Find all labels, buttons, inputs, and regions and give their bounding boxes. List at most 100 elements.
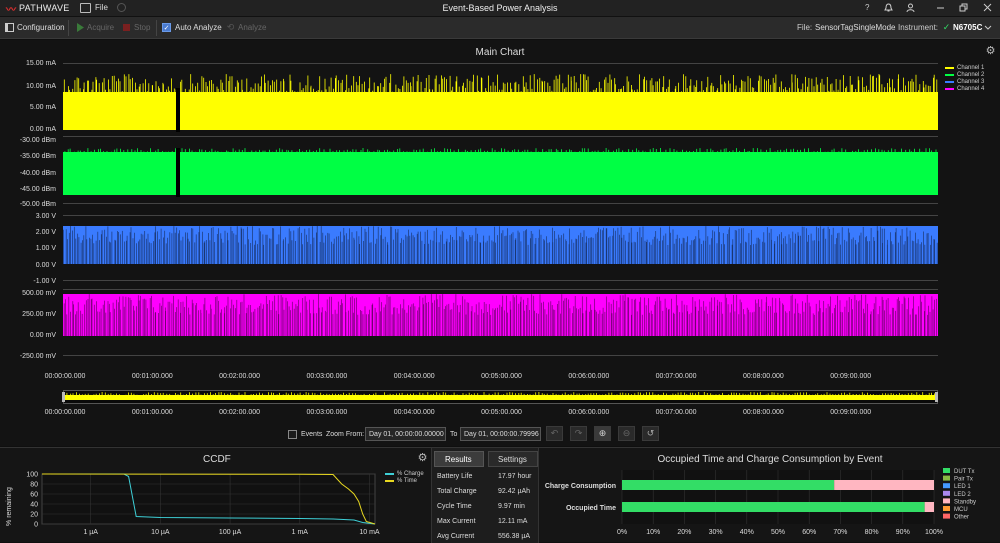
legend-swatch [945, 74, 954, 76]
gear-icon[interactable]: ⚙ [417, 452, 428, 464]
events-checkbox[interactable] [288, 430, 297, 439]
reset-zoom-icon[interactable]: ↺ [642, 426, 659, 441]
legend-swatch [943, 475, 950, 481]
auto-analyze-label[interactable]: Auto Analyze [175, 23, 222, 32]
channel-1-lane[interactable] [63, 63, 938, 137]
event-chart-title: Occupied Time and Charge Consumption by … [657, 454, 883, 465]
legend-label[interactable]: Channel 2 [957, 72, 985, 78]
configuration-panel-icon[interactable] [5, 23, 14, 32]
play-icon[interactable] [76, 23, 84, 32]
x-tick-label: 1 mA [292, 529, 309, 536]
legend-swatch [945, 88, 954, 90]
close-icon[interactable] [982, 3, 992, 13]
trace-gap [176, 88, 180, 132]
bar-segment[interactable] [622, 480, 835, 490]
y-tick-label: 500.00 mV [22, 290, 56, 297]
navigator-right-handle[interactable] [935, 392, 938, 402]
y-tick-label: 250.00 mV [22, 311, 56, 318]
battery-life-value: 17.97 hour [498, 473, 532, 480]
window-title: Event-Based Power Analysis [442, 3, 558, 13]
max-current-value: 12.11 mA [498, 518, 528, 525]
y-tick-label: 0.00 mA [29, 126, 56, 133]
avg-current-label: Avg Current [437, 533, 475, 540]
results-tab-label[interactable]: Results [445, 455, 472, 464]
y-tick-label: 0.00 V [35, 262, 56, 269]
trace-stripes [63, 226, 938, 264]
y-tick-label: 80 [30, 482, 38, 489]
main-chart-title: Main Chart [475, 47, 525, 58]
settings-tab-label[interactable]: Settings [498, 455, 527, 464]
bar-segment[interactable] [622, 502, 925, 512]
bar-segment[interactable] [924, 502, 934, 512]
legend-label[interactable]: Channel 1 [957, 65, 985, 71]
overview-navigator[interactable] [63, 390, 938, 404]
ccdf-chart[interactable]: 100 80 60 40 20 0 1 µA 10 µA 100 µA 1 mA 10 mA [0, 453, 400, 543]
user-icon[interactable] [905, 3, 915, 13]
x-tick-label: 00:01:00.000 [131, 373, 173, 380]
legend-label[interactable]: DUT Tx [954, 469, 974, 475]
toolbar-divider [68, 20, 69, 36]
legend-label[interactable]: Channel 4 [957, 86, 985, 92]
y-tick-label: 10.00 mA [26, 83, 56, 90]
analyze-icon[interactable]: ⟲ [226, 22, 235, 32]
file-menu-icon[interactable] [80, 3, 91, 13]
y-tick-label: 15.00 mA [26, 60, 56, 67]
file-menu[interactable]: File [95, 3, 108, 12]
trace-band [63, 152, 938, 195]
y-tick-label: -50.00 dBm [19, 201, 56, 208]
check-icon: ✓ [942, 21, 951, 32]
restore-icon[interactable] [958, 3, 968, 13]
event-chart[interactable]: 0% 10% 20% 30% 40% 50% 60% 70% 80% 90% 100% Charge … [540, 456, 1000, 541]
auto-analyze-checkbox[interactable]: ✓ [162, 23, 171, 32]
legend-label[interactable]: Other [954, 515, 969, 521]
legend-label[interactable]: Standby [954, 499, 976, 505]
stop-icon[interactable] [123, 24, 130, 31]
legend-swatch [945, 81, 954, 83]
instrument-name[interactable]: N6705C [953, 23, 983, 32]
x-tick-label: 00:05:00.000 [481, 409, 522, 416]
minimize-icon[interactable] [935, 3, 945, 13]
legend-label[interactable]: LED 1 [954, 484, 971, 490]
navigator-left-handle[interactable] [62, 392, 65, 402]
bar-segment[interactable] [834, 480, 934, 490]
undo-icon[interactable]: ↶ [546, 426, 563, 441]
zoom-from-input[interactable]: Day 01, 00:00:00.00000 [365, 427, 446, 441]
channel-4-lane[interactable] [63, 289, 938, 356]
category-label: Occupied Time [566, 505, 616, 512]
legend-label[interactable]: Pair Tx [954, 477, 973, 483]
configuration-button[interactable]: Configuration [17, 23, 65, 32]
zoom-in-icon[interactable]: ⊕ [594, 426, 611, 441]
overview-trace [63, 392, 937, 400]
overview-spikes [63, 392, 935, 395]
bell-icon[interactable] [883, 3, 893, 13]
zoom-out-icon[interactable]: ⊖ [618, 426, 635, 441]
settings-tab[interactable] [488, 451, 538, 467]
x-tick-label: 70% [833, 529, 847, 536]
legend-swatch [943, 506, 950, 511]
gear-icon[interactable]: ⚙ [985, 45, 996, 57]
legend-swatch [943, 468, 950, 473]
events-label[interactable]: Events [301, 431, 323, 438]
stop-button[interactable]: Stop [134, 23, 151, 32]
chevron-down-icon[interactable] [983, 23, 992, 32]
channel-3-lane[interactable] [63, 215, 938, 281]
help-button[interactable]: ? [865, 3, 870, 12]
analyze-button[interactable]: Analyze [238, 23, 267, 32]
legend-label[interactable]: MCU [954, 507, 968, 513]
legend-label[interactable]: LED 2 [954, 492, 971, 498]
trace-spikes [64, 148, 937, 152]
y-tick-label: 0 [34, 522, 38, 529]
y-tick-label: -40.00 dBm [19, 170, 56, 177]
legend-label[interactable]: Channel 3 [957, 79, 985, 85]
y-tick-label: 20 [30, 512, 38, 519]
toolbar: Configuration Acquire Stop ✓ Auto Analyz… [0, 17, 1000, 39]
title-bar: 〰 PATHWAVE File Event-Based Power Analys… [0, 0, 1000, 17]
results-tab[interactable] [434, 451, 484, 467]
zoom-to-input[interactable]: Day 01, 00:00:00.79996 [460, 427, 541, 441]
channel-2-lane[interactable] [63, 138, 938, 204]
redo-icon[interactable]: ↷ [570, 426, 587, 441]
acquire-button[interactable]: Acquire [87, 23, 115, 32]
y-tick-label: -30.00 dBm [19, 137, 56, 144]
trace-spikes [63, 74, 938, 92]
y-tick-label: 3.00 V [35, 213, 56, 220]
